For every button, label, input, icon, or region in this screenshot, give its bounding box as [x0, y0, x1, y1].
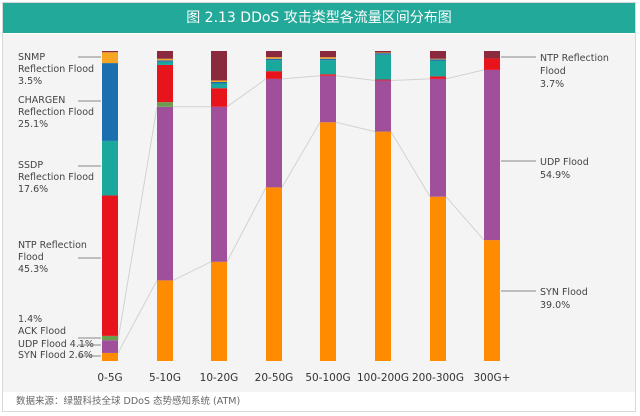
bar-20-50g-ssdp-reflection-flood	[266, 60, 282, 72]
bar-10-20g-other	[211, 51, 227, 81]
right-label-udp-flood: UDP Flood	[540, 157, 589, 168]
chart-title: 图 2.13 DDoS 攻击类型各流量区间分布图	[3, 3, 635, 33]
bar-200-300g-chargen-reflection-flood	[430, 59, 446, 61]
left-label-chargen-reflection-flood: Reflection Flood	[18, 107, 94, 118]
bar-10-20g-ntp-reflection-flood	[211, 88, 227, 107]
bar-100-200g-ntp-reflection-flood	[375, 79, 391, 81]
left-label-snmp-reflection-flood: 3.5%	[18, 76, 42, 87]
bar-20-50g-other	[266, 51, 282, 58]
bar-200-300g-snmp-reflection-flood	[430, 58, 446, 60]
bar-50-100g-ntp-reflection-flood	[320, 74, 336, 76]
left-label-ntp-reflection-flood: 45.3%	[18, 264, 48, 275]
bar-10-20g-chargen-reflection-flood	[211, 82, 227, 84]
left-label-ntp-reflection-flood: Flood	[18, 252, 44, 263]
right-label-ntp-reflection-flood: 3.7%	[540, 79, 564, 90]
bar-0-5g-ssdp-reflection-flood	[102, 140, 118, 196]
bar-100-200g-syn-flood	[375, 131, 391, 361]
bar-50-100g-snmp-reflection-flood	[320, 57, 336, 59]
left-label-ntp-reflection-flood: NTP Reflection	[18, 240, 87, 251]
bar-100-200g-ssdp-reflection-flood	[375, 54, 391, 80]
bar-50-100g-udp-flood	[320, 75, 336, 123]
bar-200-300g-other	[430, 51, 446, 59]
bar-300g-other	[484, 51, 500, 59]
bar-10-20g-udp-flood	[211, 106, 227, 262]
bar-5-10g-udp-flood	[157, 106, 173, 281]
bar-100-200g-chargen-reflection-flood	[375, 53, 391, 55]
bar-5-10g-snmp-reflection-flood	[157, 58, 173, 61]
right-label-udp-flood: 54.9%	[540, 170, 570, 181]
left-label-udp-flood: UDP Flood 4.1%	[18, 339, 94, 350]
right-label-ntp-reflection-flood: Flood	[540, 66, 566, 77]
bar-5-10g-ssdp-reflection-flood	[157, 61, 173, 65]
bar-20-50g-chargen-reflection-flood	[266, 58, 282, 61]
bar-200-300g-udp-flood	[430, 78, 446, 197]
left-label-chargen-reflection-flood: 25.1%	[18, 119, 48, 130]
bar-50-100g-ssdp-reflection-flood	[320, 60, 336, 75]
left-label-snmp-reflection-flood: SNMP	[18, 52, 45, 63]
left-label-ssdp-reflection-flood: SSDP	[18, 160, 43, 171]
bar-200-300g-ntp-reflection-flood	[430, 76, 446, 79]
right-label-syn-flood: 39.0%	[540, 300, 570, 311]
left-label-ack-flood: ACK Flood	[18, 326, 66, 337]
data-source: 数据来源：绿盟科技全球 DDoS 态势感知系统 (ATM)	[16, 396, 241, 407]
left-label-snmp-reflection-flood: Reflection Flood	[18, 64, 94, 75]
bar-0-5g-udp-flood	[102, 340, 118, 353]
bar-100-200g-other	[375, 51, 391, 53]
bar-20-50g-ntp-reflection-flood	[266, 71, 282, 79]
x-tick-label: 100-200G	[357, 372, 409, 384]
left-label-ssdp-reflection-flood: 17.6%	[18, 184, 48, 195]
bar-200-300g-syn-flood	[430, 196, 446, 361]
bar-300g-ntp-reflection-flood	[484, 58, 500, 70]
bar-0-5g-snmp-reflection-flood	[102, 52, 118, 64]
bar-5-10g-syn-flood	[157, 280, 173, 361]
bar-0-5g-syn-flood	[102, 352, 118, 361]
bar-200-300g-ssdp-reflection-flood	[430, 60, 446, 77]
bar-50-100g-chargen-reflection-flood	[320, 58, 336, 61]
connector-syn-flood	[117, 121, 485, 354]
bar-0-5g-ntp-reflection-flood	[102, 195, 118, 336]
x-tick-label: 10-20G	[200, 372, 239, 384]
left-label-syn-flood: SYN Flood 2.6%	[18, 350, 93, 361]
x-tick-label: 20-50G	[255, 372, 294, 384]
bar-10-20g-ssdp-reflection-flood	[211, 83, 227, 89]
bar-100-200g-snmp-reflection-flood	[375, 52, 391, 54]
x-tick-label: 0-5G	[97, 372, 122, 384]
right-label-syn-flood: SYN Flood	[540, 287, 588, 298]
connector-udp-flood	[117, 69, 485, 341]
left-label-chargen-reflection-flood: CHARGEN	[18, 95, 65, 106]
bar-0-5g-chargen-reflection-flood	[102, 63, 118, 141]
x-tick-label: 50-100G	[305, 372, 350, 384]
bar-300g-syn-flood	[484, 240, 500, 361]
bar-300g-udp-flood	[484, 69, 500, 241]
bar-20-50g-udp-flood	[266, 78, 282, 188]
bar-100-200g-udp-flood	[375, 80, 391, 132]
bar-10-20g-syn-flood	[211, 261, 227, 361]
right-label-ntp-reflection-flood: NTP Reflection	[540, 53, 609, 64]
bar-5-10g-ack-flood	[157, 102, 173, 107]
bar-0-5g-ack-flood	[102, 335, 118, 341]
bar-50-100g-syn-flood	[320, 122, 336, 361]
chart-frame	[2, 2, 636, 412]
x-tick-label: 200-300G	[412, 372, 464, 384]
bar-5-10g-chargen-reflection-flood	[157, 60, 173, 62]
bar-5-10g-ntp-reflection-flood	[157, 64, 173, 103]
left-label-ack-flood: 1.4%	[18, 314, 42, 325]
x-tick-label: 5-10G	[149, 372, 181, 384]
bar-0-5g-other	[102, 51, 118, 53]
x-tick-label: 300G+	[474, 372, 511, 384]
bar-20-50g-syn-flood	[266, 187, 282, 361]
bar-5-10g-other	[157, 51, 173, 59]
bar-10-20g-snmp-reflection-flood	[211, 80, 227, 82]
left-label-ssdp-reflection-flood: Reflection Flood	[18, 172, 94, 183]
bar-20-50g-snmp-reflection-flood	[266, 57, 282, 59]
bar-50-100g-other	[320, 51, 336, 58]
